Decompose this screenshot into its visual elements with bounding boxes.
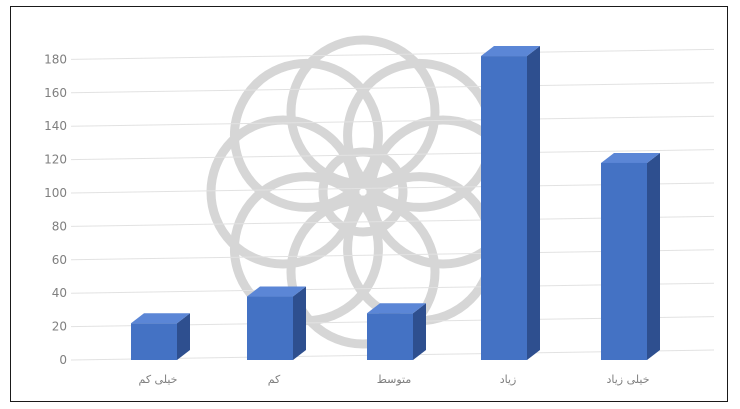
bar-side-face <box>527 46 540 361</box>
x-axis-labels: خیلی کم کم متوسط زیاد خیلی زیاد <box>139 373 650 386</box>
bar-top-face <box>481 46 540 57</box>
bar-top-face <box>601 152 660 163</box>
bar-front-face <box>481 56 527 361</box>
bar-chart: 0 20 40 60 80 100 120 140 160 180 خیلی کم کم متوسط ز… <box>44 35 715 386</box>
bar-side-face <box>413 303 426 360</box>
x-category-label: خیلی کم <box>139 373 178 386</box>
y-tick-label: 160 <box>44 86 67 100</box>
bar-front-face <box>247 296 293 360</box>
bar-side-face <box>647 152 660 360</box>
watermark-petal <box>343 58 497 212</box>
y-axis-ticks: 0 20 40 60 80 100 120 140 160 180 <box>44 52 67 367</box>
bar-front-face <box>601 162 647 360</box>
bar-side-face <box>177 313 190 360</box>
bar <box>247 286 306 360</box>
gridline <box>70 82 715 94</box>
bar-front-face <box>131 323 177 360</box>
chart-frame: 0 20 40 60 80 100 120 140 160 180 خیلی کم کم متوسط ز… <box>10 6 728 402</box>
y-tick-label: 180 <box>44 52 67 66</box>
y-tick-label: 80 <box>52 219 67 233</box>
y-tick-label: 140 <box>44 119 67 133</box>
y-tick-label: 60 <box>52 253 67 267</box>
x-category-label: خیلی زیاد <box>606 373 649 386</box>
bar <box>367 303 426 360</box>
gridline <box>70 48 715 60</box>
x-category-label: متوسط <box>377 373 412 386</box>
bar-top-face <box>131 313 190 324</box>
gridline <box>70 115 715 127</box>
x-category-label: کم <box>268 373 281 386</box>
x-category-label: زیاد <box>500 373 517 386</box>
watermark-center <box>318 147 408 237</box>
y-tick-label: 40 <box>52 286 67 300</box>
y-tick-label: 20 <box>52 320 67 334</box>
y-tick-label: 0 <box>59 353 67 367</box>
bar-top-face <box>367 303 426 314</box>
bar-side-face <box>293 286 306 360</box>
bars <box>131 46 660 361</box>
gridline <box>70 149 715 161</box>
bar-top-face <box>247 286 306 297</box>
bar <box>601 152 660 360</box>
bar-front-face <box>367 313 413 360</box>
bar <box>481 46 540 361</box>
bar <box>131 313 190 360</box>
y-tick-label: 100 <box>44 186 67 200</box>
y-tick-label: 120 <box>44 153 67 167</box>
